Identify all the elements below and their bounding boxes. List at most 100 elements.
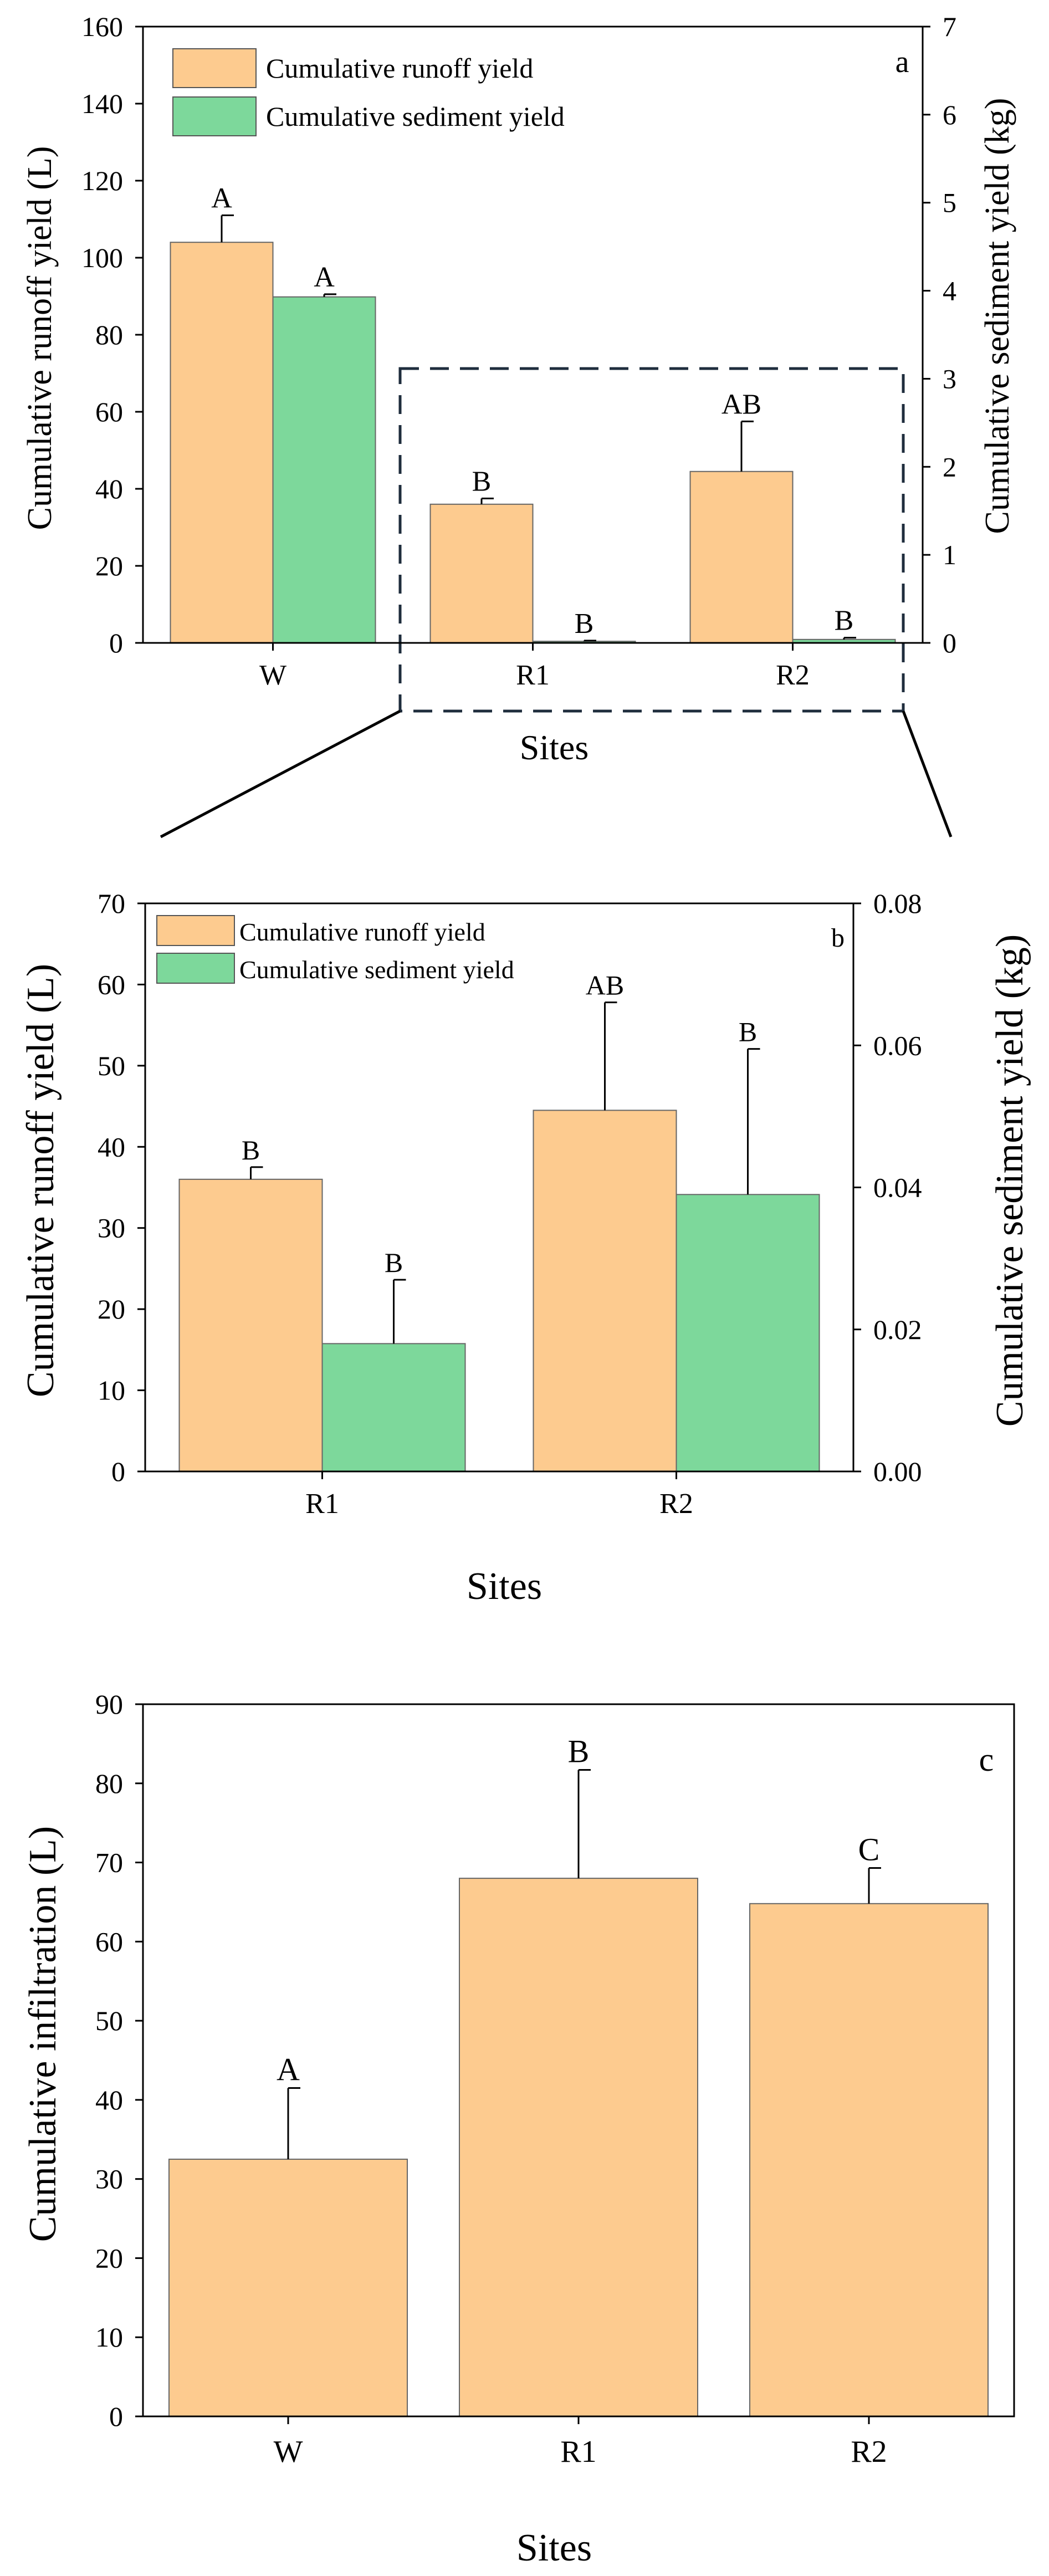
significance-letter: B: [472, 466, 492, 497]
zoom-highlight-box: [398, 367, 905, 713]
y-tick-label-left: 60: [95, 1926, 123, 1957]
x-tick-label: W: [274, 2435, 303, 2469]
significance-letter: A: [277, 2051, 300, 2087]
y-tick-label-right: 0.00: [873, 1456, 922, 1487]
significance-letter: AB: [721, 389, 761, 420]
y-tick-label-right: 0.08: [873, 888, 922, 919]
bar: [178, 1178, 323, 1473]
y-tick-label-right: 0.04: [873, 1172, 922, 1203]
y-tick-label-left: 30: [95, 2164, 123, 2195]
y-tick-label-left: 30: [98, 1213, 125, 1244]
zoom-connector-left: [160, 709, 401, 839]
y-tick-label-right: 3: [943, 363, 956, 394]
significance-letter: C: [858, 1832, 880, 1868]
y-tick-label-left: 70: [95, 1847, 123, 1878]
plot-frame: [144, 902, 854, 1473]
bar: [459, 1878, 698, 2417]
y-tick-label-left: 80: [95, 1768, 123, 1799]
y-tick-label-left: 40: [95, 2084, 123, 2115]
bar: [321, 1343, 466, 1472]
legend-label-runoff: Cumulative runoff yield: [266, 53, 533, 84]
x-tick-label: R2: [851, 2435, 887, 2469]
y-tick-label-left: 40: [95, 473, 123, 504]
y-tick-label-right: 6: [943, 99, 956, 130]
significance-letter: B: [739, 1016, 757, 1047]
y-tick-label-right: 0.06: [873, 1030, 922, 1061]
panel-c-label: c: [979, 1741, 994, 1778]
panel-b: Cumulative runoff yield (L) Cumulative s…: [19, 888, 1031, 1608]
y-tick-label-left: 10: [95, 2322, 123, 2353]
x-tick-label: R2: [659, 1488, 693, 1520]
y-tick-label-right: 2: [943, 451, 956, 482]
y-tick-label-right: 0: [943, 627, 956, 658]
y-tick-label-left: 20: [95, 2242, 123, 2273]
bar: [429, 503, 534, 643]
y-tick-label-right: 4: [943, 275, 956, 306]
significance-letter: B: [835, 605, 854, 637]
panel-c-xlabel: Sites: [516, 2527, 592, 2569]
zoom-connector-right: [902, 711, 953, 837]
panel-a-legend: Cumulative runoff yield Cumulative sedim…: [172, 48, 565, 136]
legend-label-sediment: Cumulative sediment yield: [266, 101, 565, 132]
y-tick-label-left: 50: [95, 2005, 123, 2036]
y-tick-label-left: 160: [81, 11, 123, 42]
legend-label-runoff: Cumulative runoff yield: [239, 918, 485, 946]
y-tick-label-right: 0.02: [873, 1314, 922, 1345]
panel-a-ylabel-right: Cumulative sediment yield (kg): [979, 98, 1016, 534]
x-tick-label: R1: [516, 660, 550, 691]
bar: [676, 1194, 820, 1472]
significance-letter: B: [242, 1134, 260, 1166]
panel-c: Cumulative infiltration (L) Sites c 0 10 2…: [22, 1689, 1015, 2569]
y-tick-label-right: 5: [943, 187, 956, 218]
bar: [749, 1903, 989, 2417]
y-tick-label-left: 60: [98, 969, 125, 1000]
x-tick-label: W: [259, 660, 286, 691]
x-tick-label: R1: [560, 2435, 596, 2469]
legend-swatch-sediment: [172, 96, 257, 136]
bar: [168, 2158, 408, 2417]
panel-a-xlabel: Sites: [520, 728, 589, 767]
y-tick-label-right: 7: [943, 11, 956, 42]
panel-a-ylabel-left: Cumulative runoff yield (L): [21, 146, 59, 530]
panel-b-label: b: [831, 923, 845, 953]
y-tick-label-left: 0: [111, 1456, 125, 1487]
plot-frame: [142, 25, 924, 644]
panel-a-label: a: [896, 45, 909, 79]
legend-swatch-runoff: [172, 48, 257, 88]
panel-a: Cumulative runoff yield (L) Cumulative s…: [21, 11, 1016, 767]
significance-letter: A: [211, 183, 232, 214]
x-tick-label: R1: [305, 1488, 339, 1520]
bar: [533, 1110, 677, 1472]
legend-swatch-runoff: [156, 915, 235, 946]
y-tick-label-left: 80: [95, 319, 123, 350]
legend-swatch-sediment: [156, 953, 235, 984]
legend-label-sediment: Cumulative sediment yield: [239, 955, 514, 984]
y-tick-label-left: 10: [98, 1375, 125, 1406]
y-tick-label-left: 40: [98, 1131, 125, 1162]
significance-letter: B: [575, 608, 594, 640]
significance-letter: B: [385, 1247, 403, 1278]
y-tick-label-right: 1: [943, 539, 956, 570]
panel-b-ylabel-right: Cumulative sediment yield (kg): [989, 934, 1031, 1427]
significance-letter: B: [568, 1734, 590, 1770]
bar: [170, 242, 274, 643]
y-tick-label-left: 90: [95, 1689, 123, 1720]
panel-b-legend: Cumulative runoff yield Cumulative sedim…: [156, 915, 514, 984]
plot-frame: [142, 1703, 1015, 2417]
y-tick-label-left: 0: [109, 2401, 123, 2432]
y-tick-label-left: 50: [98, 1050, 125, 1081]
y-tick-label-left: 20: [95, 550, 123, 581]
panel-c-ylabel-left: Cumulative infiltration (L): [22, 1826, 64, 2242]
y-tick-label-left: 140: [81, 88, 123, 119]
bar: [272, 296, 376, 643]
significance-letter: A: [314, 262, 335, 293]
y-tick-label-left: 120: [81, 165, 123, 196]
y-tick-label-left: 100: [81, 242, 123, 273]
significance-letter: AB: [586, 970, 624, 1001]
y-tick-label-left: 70: [98, 888, 125, 919]
bar: [689, 471, 794, 643]
y-tick-label-left: 20: [98, 1294, 125, 1325]
panel-b-xlabel: Sites: [467, 1565, 542, 1608]
panel-b-ylabel-left: Cumulative runoff yield (L): [19, 964, 62, 1397]
y-tick-label-left: 0: [109, 627, 123, 658]
